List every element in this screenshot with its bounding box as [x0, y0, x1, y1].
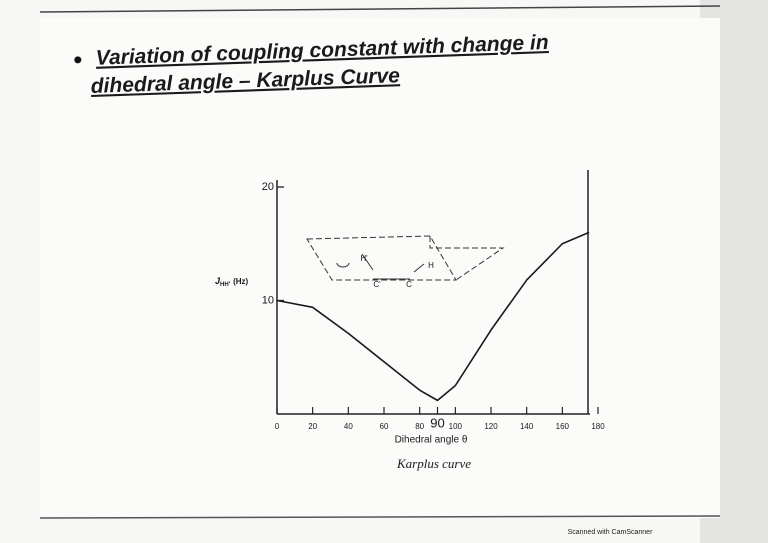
bond — [361, 253, 374, 271]
y-tick-label: 10 — [262, 294, 274, 306]
top-rule — [39, 5, 721, 13]
x-tick-label: 140 — [520, 422, 534, 431]
curve — [276, 231, 590, 402]
x-tick-label: 20 — [308, 422, 317, 431]
atom-label: C — [406, 280, 412, 289]
x-tick-label: 100 — [449, 422, 463, 431]
x-tick-label: 160 — [556, 422, 570, 431]
bond — [413, 263, 425, 273]
slide — [40, 18, 720, 518]
plot: 10 20 0 20 40 60 80 90 100 120 140 160 180 Dihedral a… — [215, 170, 605, 446]
x-tick-label: 40 — [344, 422, 353, 431]
watermark: Scanned with CamScanner — [568, 529, 653, 536]
x-tick-label: 180 — [591, 422, 605, 431]
y-axis-label-part: J — [215, 276, 221, 286]
x-tick-label: 0 — [275, 422, 280, 431]
atom-label: H' — [360, 254, 368, 263]
atom-label: H — [428, 261, 434, 270]
x-tick-label: 120 — [484, 422, 498, 431]
angle-arc — [336, 262, 350, 268]
y-axis-label-part: HH' — [220, 282, 231, 288]
bottom-rule — [39, 515, 721, 519]
x-tick-label: 90 — [430, 415, 444, 430]
y-tick-label: 20 — [262, 181, 274, 193]
x-tick-label: 80 — [415, 422, 424, 431]
y-axis-label-part: (Hz) — [233, 277, 248, 286]
atom-label: C' — [373, 280, 381, 289]
x-axis-label: Dihedral angle θ — [395, 435, 468, 446]
plane — [429, 236, 505, 281]
x-tick-label: 60 — [380, 422, 389, 431]
y-axis-label: JHH' (Hz) — [215, 276, 249, 287]
bullet — [74, 56, 82, 64]
caption: Karplus curve — [396, 456, 471, 471]
plane — [306, 235, 457, 281]
